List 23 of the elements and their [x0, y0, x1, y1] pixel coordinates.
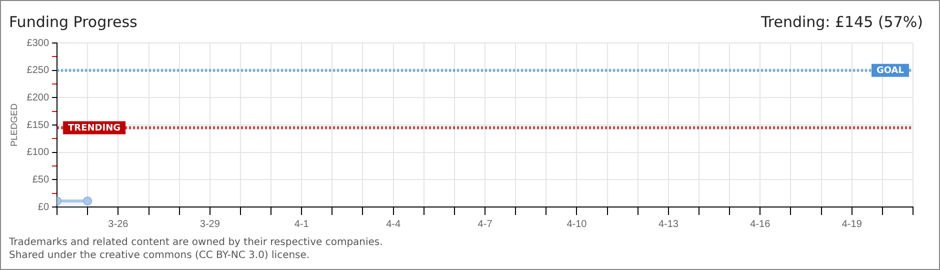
y-tick-label: £100: [26, 147, 50, 158]
x-tick-label: 4-19: [842, 218, 862, 230]
y-tick-label: £300: [26, 38, 50, 49]
text: Trending: £145 (57%): [760, 13, 923, 31]
x-tick-label: 3-29: [200, 218, 220, 230]
y-tick-label: £200: [26, 92, 50, 104]
y-tick-label: £50: [32, 174, 50, 186]
x-tick-label: 4-16: [750, 218, 771, 230]
y-tick-label: £150: [26, 120, 50, 131]
x-tick-label: 4-1: [294, 218, 310, 230]
x-tick-label: 4-13: [658, 218, 679, 230]
x-tick-label: 4-7: [478, 218, 493, 230]
y-tick-label: £250: [26, 65, 50, 76]
text: Shared under the creative commons (CC BY-NC 3.0) license.: [9, 250, 310, 261]
text: Trademarks and related content are owned by their respective companies.: [9, 237, 383, 248]
y-tick-label: £0: [38, 202, 50, 213]
chart-title: Funding Progress: [9, 13, 138, 31]
x-tick-label: 3-26: [108, 218, 129, 230]
x-tick-label: 4-10: [566, 218, 588, 230]
ref-line-label: GOAL: [876, 66, 904, 76]
y-axis-title: PLEDGED: [8, 102, 19, 147]
x-tick-label: 4-4: [386, 218, 401, 230]
ref-line-label: TRENDING: [68, 124, 121, 134]
